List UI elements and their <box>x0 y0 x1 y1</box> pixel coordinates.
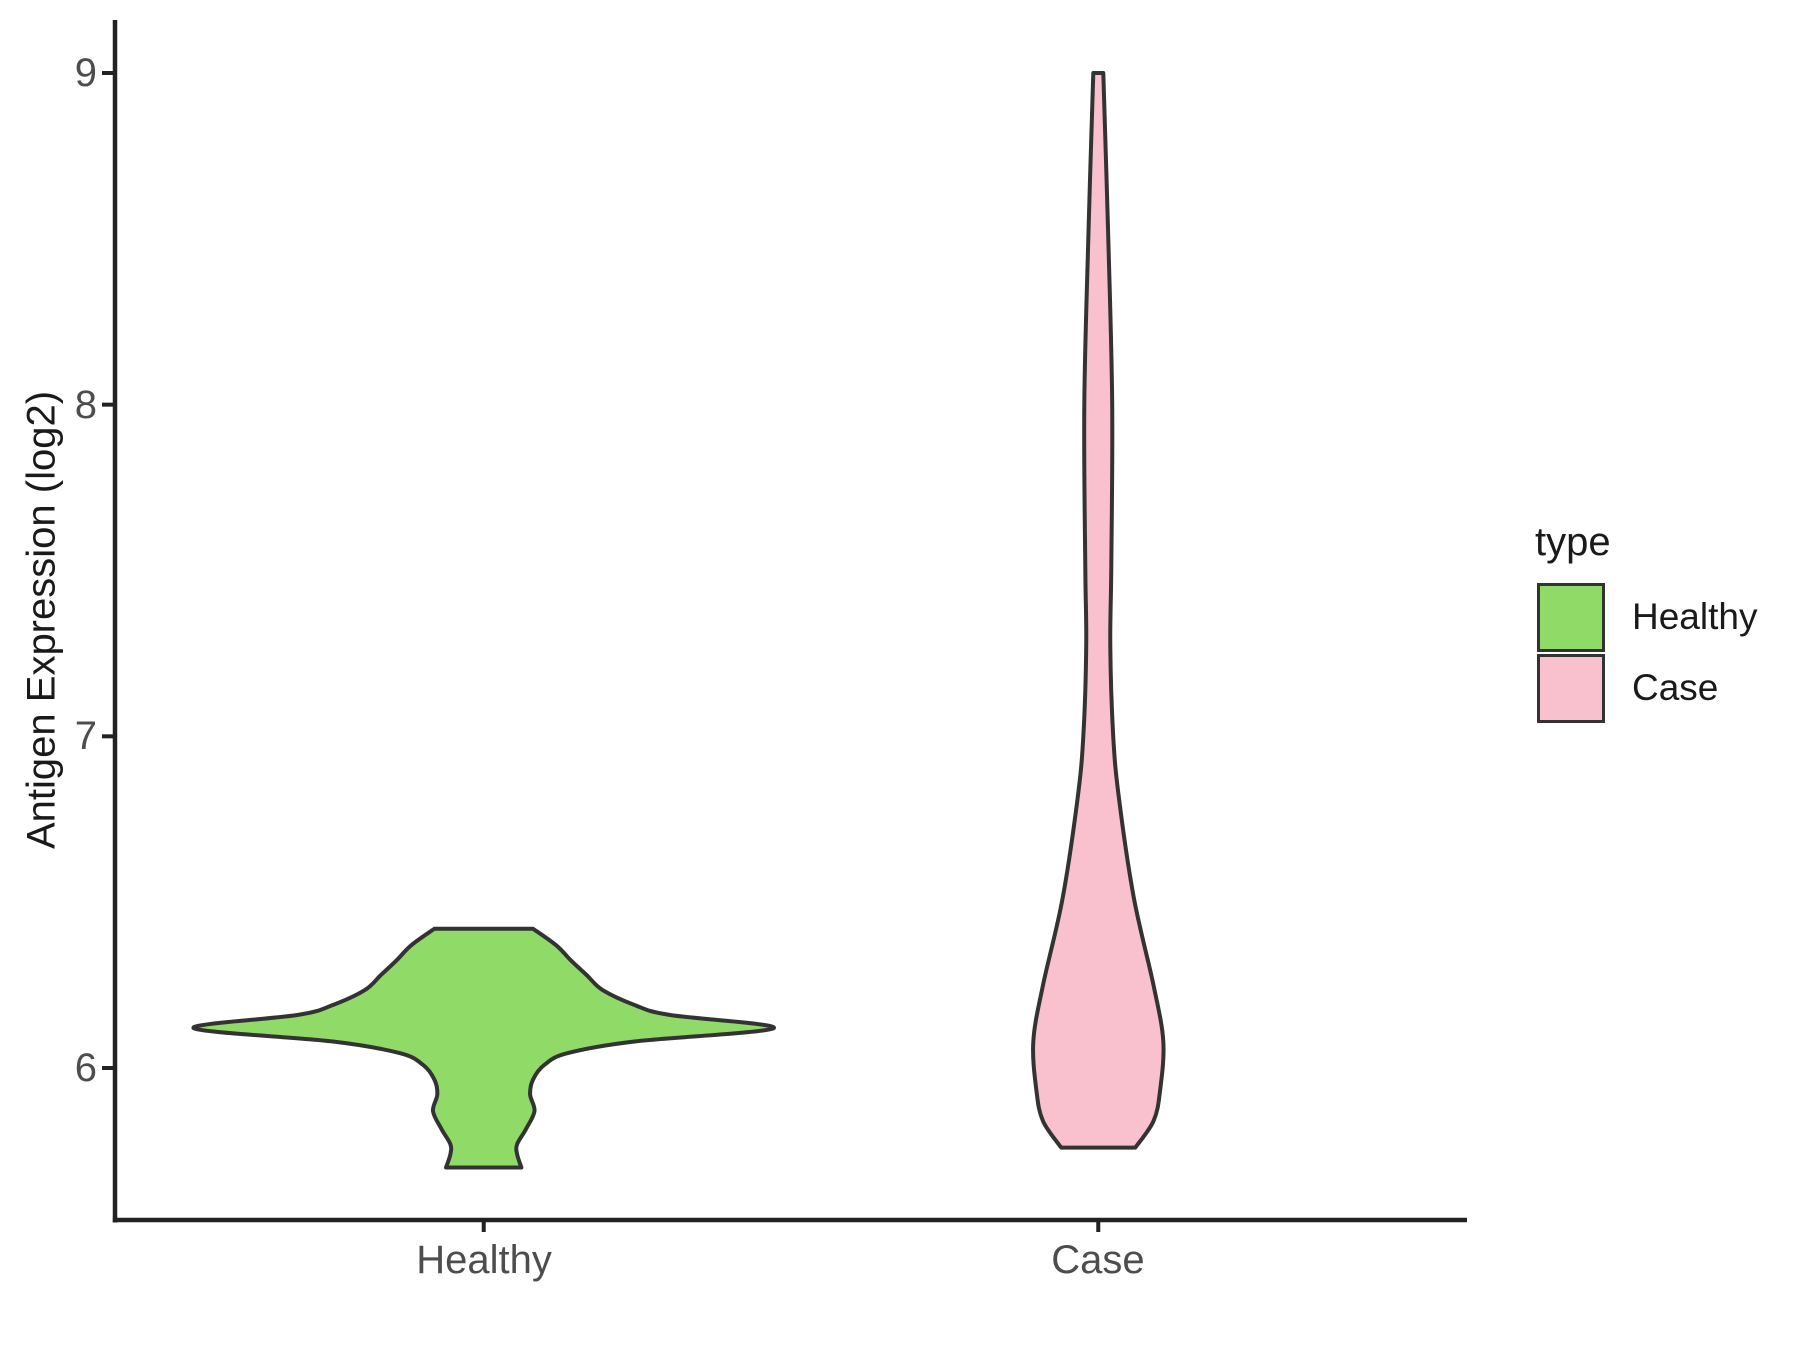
x-tick-label-case: Case <box>1051 1238 1145 1282</box>
tick-marks <box>102 70 1101 1232</box>
legend-key-case <box>1537 654 1605 723</box>
violin-healthy <box>191 926 776 1170</box>
y-tick-label: 6 <box>74 1046 97 1090</box>
legend-title: type <box>1535 520 1611 564</box>
axes <box>112 20 1467 1223</box>
violin-case <box>1031 71 1166 1150</box>
y-tick-label: 8 <box>74 382 97 427</box>
y-tick-label: 7 <box>74 714 97 759</box>
y-tick-label: 9 <box>74 50 97 95</box>
legend-label-case: Case <box>1632 667 1719 708</box>
x-tick-label-healthy: Healthy <box>416 1238 552 1282</box>
violins <box>191 71 1166 1170</box>
legend-key-healthy <box>1537 583 1605 652</box>
legend-label-healthy: Healthy <box>1632 596 1758 637</box>
y-axis-title: Antigen Expression (log2) <box>19 390 64 850</box>
